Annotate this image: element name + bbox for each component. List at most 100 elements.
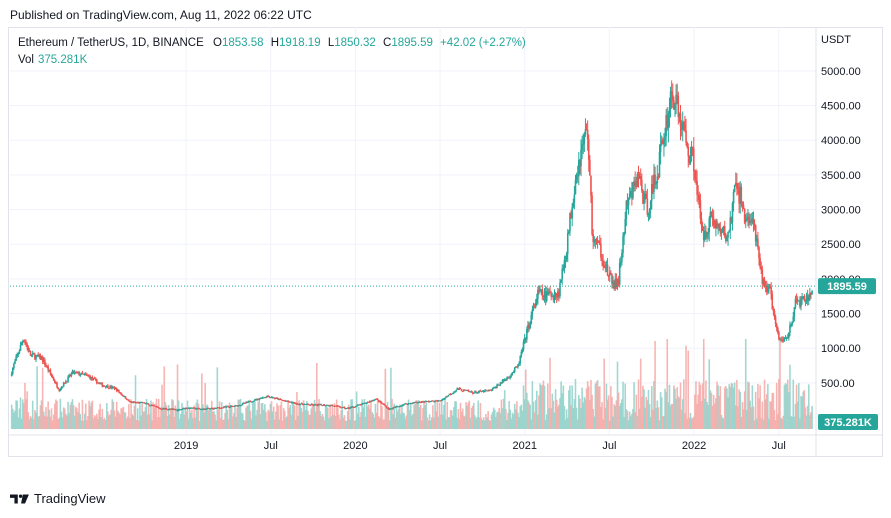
volume-bar	[45, 407, 47, 429]
volume-bar	[415, 400, 418, 429]
volume-bar	[757, 383, 759, 429]
candle-body	[383, 404, 386, 406]
symbol-label[interactable]: Ethereum / TetherUS, 1D, BINANCE	[18, 37, 204, 49]
candle-body	[576, 174, 579, 177]
candle-body	[705, 231, 707, 238]
candle-body	[292, 402, 295, 404]
candle-body	[207, 408, 210, 410]
volume-bar	[480, 418, 483, 429]
volume-bar	[611, 397, 613, 429]
candle-body	[712, 218, 715, 226]
candle-body	[185, 407, 188, 409]
candle-body	[551, 296, 554, 298]
candle-body	[131, 402, 133, 404]
volume-bar	[419, 404, 422, 429]
volume-bar	[532, 401, 535, 429]
volume-bar	[301, 411, 304, 429]
candle-body	[296, 402, 298, 405]
volume-bar	[548, 408, 550, 429]
candle-body	[390, 408, 392, 410]
candle-body	[196, 408, 199, 410]
volume-bar	[191, 409, 193, 429]
volume-bar	[786, 379, 789, 429]
volume-bar	[697, 394, 700, 429]
candle-body	[151, 405, 153, 407]
candle-body	[59, 389, 62, 391]
candle-body	[320, 404, 323, 406]
candle-body	[35, 355, 37, 360]
volume-bar	[351, 399, 353, 429]
volume-bar	[157, 398, 160, 429]
candle-body	[27, 347, 30, 352]
candle-body	[172, 408, 174, 410]
volume-bar	[99, 403, 101, 429]
candle-body	[771, 294, 774, 310]
candle-body	[257, 398, 260, 400]
candle-body	[498, 384, 501, 386]
candle-body	[562, 268, 565, 270]
volume-bar	[112, 401, 115, 429]
volume-bar	[307, 410, 309, 429]
volume-bar	[367, 404, 370, 429]
volume-bar	[451, 415, 454, 429]
candle-body	[440, 400, 443, 402]
candle-body	[550, 293, 552, 297]
candle-body	[245, 401, 247, 404]
candle-body	[537, 289, 539, 299]
candle-body	[303, 404, 306, 406]
x-tick-label: 2022	[682, 440, 706, 452]
candle-body	[259, 397, 262, 399]
volume-bar	[761, 401, 764, 429]
volume-bar	[704, 398, 706, 429]
volume-bar	[348, 404, 350, 429]
volume-bar	[685, 345, 687, 429]
candle-body	[333, 405, 336, 407]
candle-body	[346, 407, 349, 409]
volume-bar	[252, 400, 255, 429]
candle-body	[487, 390, 489, 392]
candle-body	[126, 399, 129, 401]
candle-body	[784, 337, 787, 339]
volume-bar	[105, 403, 108, 429]
volume-bar	[337, 406, 339, 429]
candle-body	[113, 387, 116, 390]
volume-bar	[320, 416, 323, 429]
candle-body	[585, 129, 588, 131]
volume-bar	[403, 413, 405, 429]
candle-body	[433, 401, 435, 403]
volume-bar	[257, 401, 260, 429]
volume-bar	[583, 397, 586, 429]
candle-body	[215, 407, 218, 409]
volume-bar	[664, 388, 666, 429]
volume-bar	[668, 384, 671, 429]
volume-bar	[802, 391, 805, 429]
volume-bar	[278, 419, 281, 429]
volume-bar	[684, 413, 686, 429]
volume-label[interactable]: Vol	[18, 54, 34, 66]
candle-body	[547, 291, 549, 295]
volume-bar	[669, 405, 672, 429]
footer-branding[interactable]: TradingView	[10, 491, 106, 506]
volume-bar	[309, 414, 311, 429]
volume-bar	[678, 397, 681, 429]
volume-bar	[751, 385, 754, 429]
volume-bar	[470, 407, 473, 429]
volume-bar	[741, 401, 744, 429]
price-chart[interactable]: 5000.00 4500.00 4000.00 3500.00 3000.00 2500.…	[8, 27, 883, 457]
volume-bar	[689, 412, 692, 429]
candle-body	[695, 178, 697, 182]
candle-body	[755, 238, 758, 242]
candle-body	[569, 213, 571, 232]
candle-body	[717, 224, 719, 226]
candle-body	[758, 247, 760, 259]
candle-body	[409, 403, 412, 405]
volume-bar	[167, 404, 170, 429]
volume-bar	[260, 403, 263, 429]
candle-body	[671, 94, 674, 101]
volume-bar	[732, 387, 735, 429]
candle-body	[626, 200, 629, 206]
volume-bar	[251, 402, 254, 429]
volume-bar	[549, 357, 551, 429]
volume-bar	[489, 420, 492, 429]
volume-bar	[569, 385, 571, 429]
